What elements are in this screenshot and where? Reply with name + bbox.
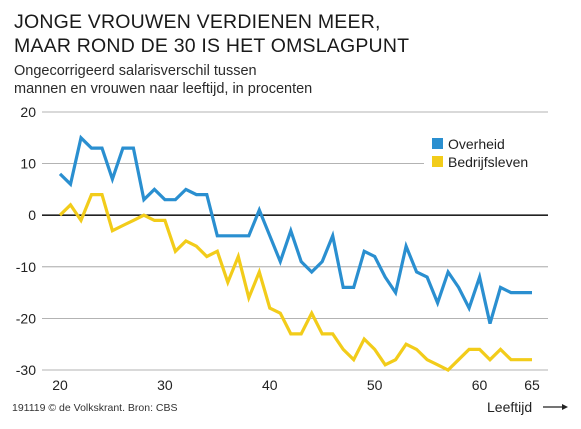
legend-background: [424, 130, 548, 172]
legend-swatch-overheid: [432, 138, 443, 149]
x-tick-label-5: 65: [524, 377, 540, 393]
legend-swatch-bedrijfsleven: [432, 156, 443, 167]
chart-title-line-2: MAAR ROND DE 30 IS HET OMSLAGPUNT: [14, 35, 410, 57]
legend: Overheid Bedrijfsleven: [424, 130, 548, 172]
x-axis-arrow-icon: [543, 404, 568, 410]
y-tick-label-1: 10: [20, 156, 36, 172]
x-tick-label-2: 40: [262, 377, 278, 393]
series-line-overheid: [58, 134, 532, 325]
series-line-bedrijfsleven: [58, 193, 532, 372]
chart-title-line-1: JONGE VROUWEN VERDIENEN MEER,: [14, 11, 381, 33]
x-tick-label-0: 20: [52, 377, 68, 393]
y-axis-tick-labels: 20 10 0 -10 -20 -30: [16, 104, 36, 378]
x-axis-tick-labels: 20 30 40 50 60 65: [52, 377, 540, 393]
y-tick-label-0: 20: [20, 104, 36, 120]
series-lines: [58, 134, 532, 372]
x-tick-label-4: 60: [472, 377, 488, 393]
legend-label-overheid: Overheid: [448, 136, 505, 152]
y-tick-label-5: -30: [16, 362, 36, 378]
x-tick-label-1: 30: [157, 377, 173, 393]
chart-subtitle: Ongecorrigeerd salarisverschil tussen ma…: [14, 62, 574, 98]
y-tick-label-4: -20: [16, 310, 36, 326]
chart-subtitle-line-1: Ongecorrigeerd salarisverschil tussen: [14, 63, 257, 79]
x-tick-label-3: 50: [367, 377, 383, 393]
chart-subtitle-line-2: mannen en vrouwen naar leeftijd, in proc…: [14, 81, 313, 97]
chart-title: JONGE VROUWEN VERDIENEN MEER, MAAR ROND …: [14, 10, 574, 58]
legend-label-bedrijfsleven: Bedrijfsleven: [448, 154, 528, 170]
y-tick-label-3: -10: [16, 259, 36, 275]
source-credit: 191119 © de Volkskrant. Bron: CBS: [12, 402, 178, 414]
x-axis-label: Leeftijd: [487, 399, 532, 415]
y-tick-label-2: 0: [28, 207, 36, 223]
